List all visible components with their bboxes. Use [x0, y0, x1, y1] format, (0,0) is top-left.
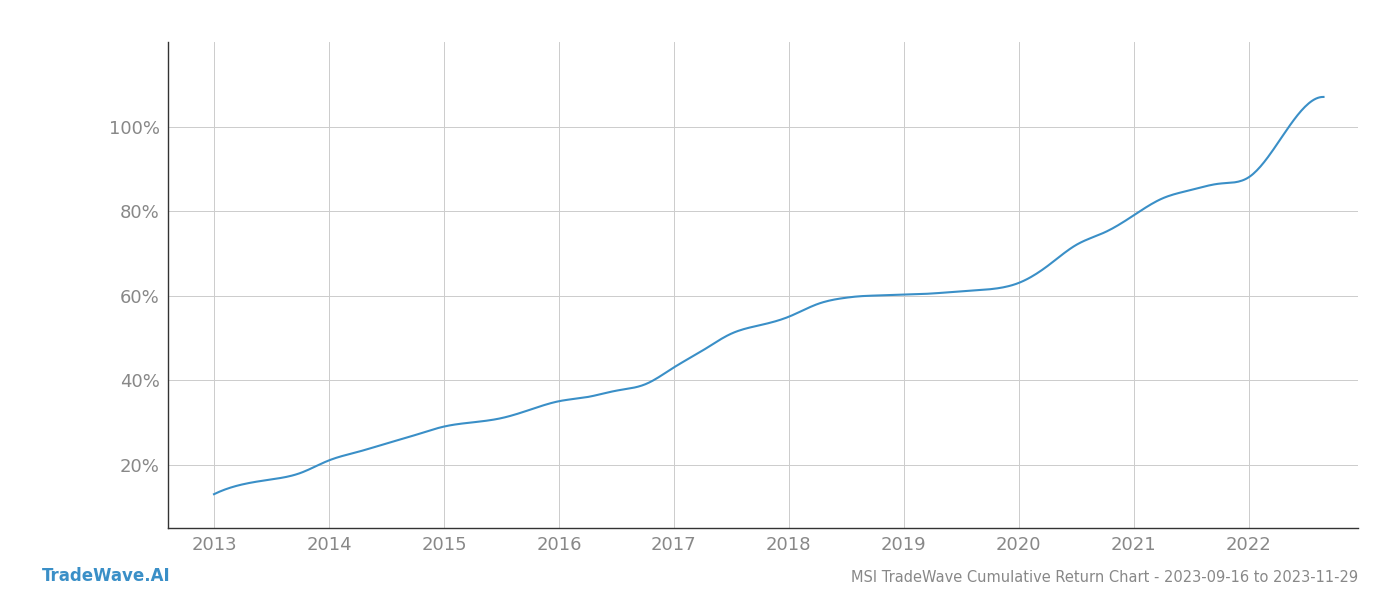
Text: MSI TradeWave Cumulative Return Chart - 2023-09-16 to 2023-11-29: MSI TradeWave Cumulative Return Chart - …: [851, 570, 1358, 585]
Text: TradeWave.AI: TradeWave.AI: [42, 567, 171, 585]
